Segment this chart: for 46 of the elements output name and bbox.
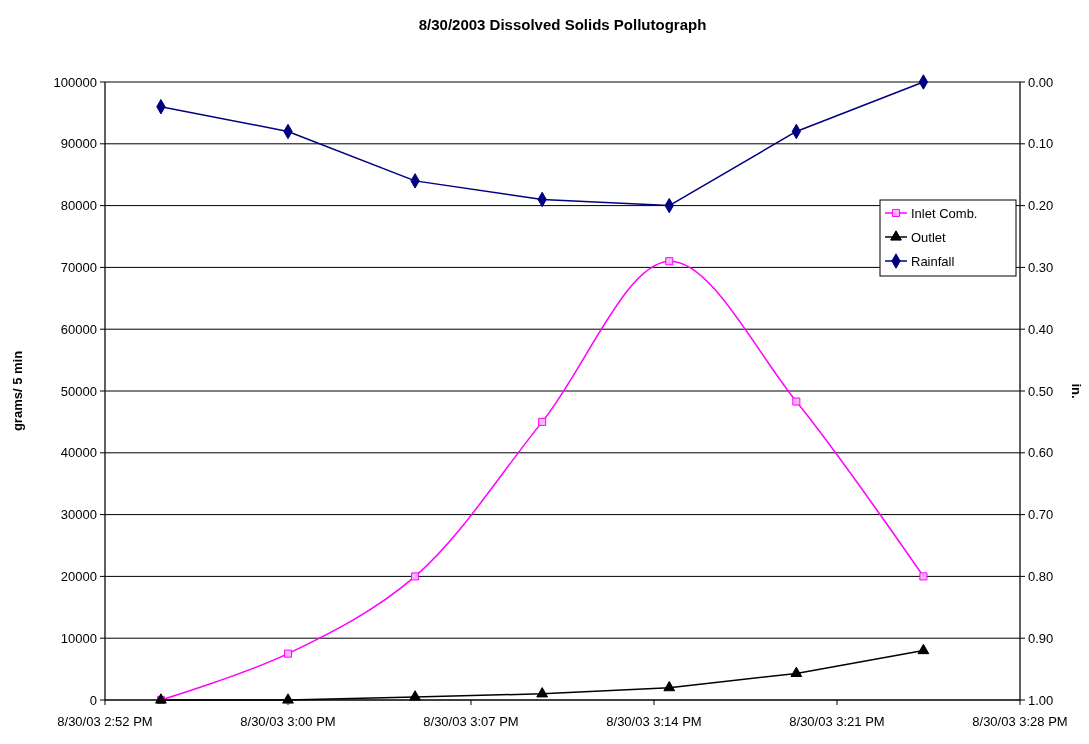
point bbox=[917, 643, 930, 655]
y-tick-label: 0 bbox=[89, 692, 97, 708]
y-axis-title: grams/ 5 min bbox=[10, 350, 25, 432]
y2-tick-label: 0.80 bbox=[1028, 568, 1054, 584]
legend-label: Rainfall bbox=[911, 253, 955, 269]
y2-tick-label: 0.20 bbox=[1028, 198, 1054, 214]
y-tick-label: 10000 bbox=[60, 630, 97, 646]
y2-tick-label: 0.60 bbox=[1028, 445, 1054, 461]
x-tick-label: 8/30/03 3:00 PM bbox=[240, 714, 336, 729]
y2-tick-label: 0.30 bbox=[1028, 259, 1054, 275]
y2-tick-label: 0.10 bbox=[1028, 136, 1054, 152]
point bbox=[790, 666, 803, 678]
y2-tick-label: 1.00 bbox=[1028, 692, 1054, 708]
point bbox=[792, 397, 801, 406]
y-tick-label: 100000 bbox=[53, 74, 97, 90]
point bbox=[663, 680, 676, 692]
chart-title: 8/30/2003 Dissolved Solids Pollutograph bbox=[418, 16, 707, 33]
y2-tick-label: 0.70 bbox=[1028, 507, 1054, 523]
y2-axis-title: in. bbox=[1069, 383, 1084, 399]
y2-tick-label: 0.40 bbox=[1028, 321, 1054, 337]
y-tick-label: 60000 bbox=[60, 321, 97, 337]
y2-tick-label: 0.90 bbox=[1028, 630, 1054, 646]
y-tick-label: 20000 bbox=[60, 568, 97, 584]
y-tick-label: 70000 bbox=[60, 259, 97, 275]
point bbox=[536, 687, 549, 698]
y-tick-label: 90000 bbox=[60, 136, 97, 152]
point bbox=[919, 572, 928, 581]
x-tick-label: 8/30/03 3:21 PM bbox=[789, 714, 885, 729]
legend-label: Inlet Comb. bbox=[911, 205, 978, 221]
x-tick-label: 8/30/03 2:52 PM bbox=[57, 714, 153, 729]
legend-label: Outlet bbox=[911, 229, 947, 245]
y2-tick-label: 0.50 bbox=[1028, 383, 1054, 399]
point bbox=[411, 572, 420, 581]
y-tick-label: 30000 bbox=[60, 507, 97, 523]
y2-tick-label: 0.00 bbox=[1028, 74, 1054, 90]
point bbox=[283, 649, 293, 658]
point bbox=[538, 417, 547, 426]
y-tick-label: 40000 bbox=[60, 445, 97, 461]
point bbox=[282, 693, 294, 704]
x-tick-label: 8/30/03 3:14 PM bbox=[606, 714, 702, 729]
point bbox=[665, 257, 674, 266]
y-tick-label: 50000 bbox=[60, 383, 97, 399]
point bbox=[409, 690, 421, 701]
x-tick-label: 8/30/03 3:07 PM bbox=[423, 714, 519, 729]
x-tick-label: 8/30/03 3:28 PM bbox=[972, 714, 1068, 729]
y-tick-label: 80000 bbox=[60, 198, 97, 214]
